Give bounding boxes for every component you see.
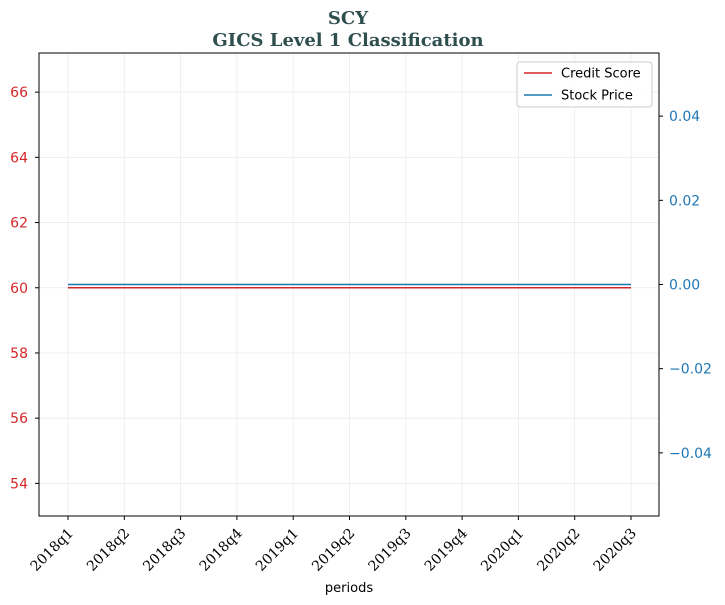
- left-tick-label: 54: [10, 476, 28, 492]
- x-tick-label: 2019q2: [309, 526, 358, 575]
- x-tick-label: 2019q1: [253, 526, 302, 575]
- left-tick-label: 66: [10, 85, 28, 101]
- left-tick-label: 62: [10, 216, 28, 232]
- legend: Credit Score Stock Price: [516, 61, 653, 108]
- x-tick-label: 2018q3: [140, 526, 189, 575]
- x-tick-label: 2020q2: [534, 526, 583, 575]
- x-tick-label: 2020q1: [478, 526, 527, 575]
- left-tick-label: 64: [10, 150, 28, 166]
- chart-subtitle: GICS Level 1 Classification: [212, 30, 483, 51]
- right-tick-label: 0.02: [669, 193, 700, 209]
- series-layer: [68, 283, 631, 289]
- right-tick-label: −0.02: [669, 362, 712, 378]
- grid: [39, 53, 659, 516]
- left-tick-label: 60: [10, 281, 28, 297]
- x-tick-label: 2020q3: [591, 526, 640, 575]
- x-tick-label: 2019q4: [422, 525, 471, 574]
- right-tick-label: −0.04: [669, 446, 712, 462]
- left-tick-label: 56: [10, 411, 28, 427]
- x-tick-label: 2019q3: [365, 526, 414, 575]
- x-tick-label: 2018q4: [197, 525, 246, 574]
- left-tick-label: 58: [10, 346, 28, 362]
- x-tick-label: 2018q2: [84, 526, 133, 575]
- chart-title: SCY: [328, 8, 369, 29]
- legend-entry: Credit Score: [561, 67, 641, 82]
- right-axis: −0.04 −0.02 0.00 0.02 0.04: [659, 109, 712, 462]
- x-axis: 2018q1 2018q2 2018q3 2018q4 2019q1 2019q2 2019…: [28, 516, 640, 575]
- legend-entry: Stock Price: [561, 89, 633, 104]
- right-tick-label: 0.04: [669, 109, 700, 125]
- right-tick-label: 0.00: [669, 278, 700, 294]
- x-axis-label: periods: [325, 581, 373, 596]
- left-axis: 54 56 58 60 62 64 66: [10, 85, 39, 492]
- x-tick-label: 2018q1: [28, 526, 77, 575]
